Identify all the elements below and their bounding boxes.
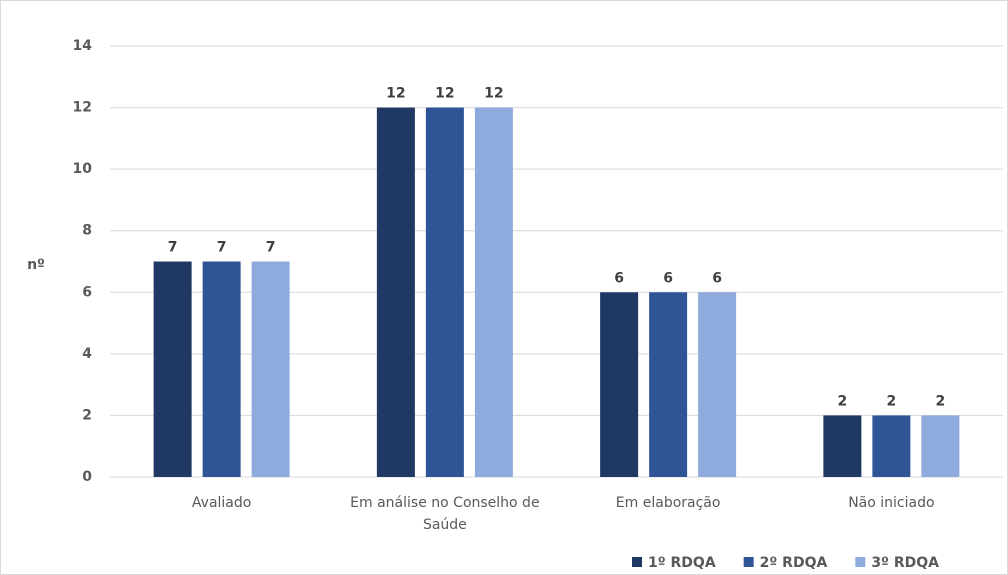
y-tick-label: 2 — [82, 407, 92, 423]
bar — [376, 107, 415, 478]
data-label: 7 — [266, 240, 276, 256]
legend-label: 3º RDQA — [871, 555, 939, 571]
legend-swatch — [743, 557, 754, 567]
x-tick-label: Não iniciado — [848, 495, 935, 511]
bar — [872, 415, 911, 477]
x-tick-label: Avaliado — [191, 495, 252, 511]
y-tick-label: 14 — [73, 38, 93, 54]
data-label: 6 — [614, 270, 624, 286]
data-label: 2 — [838, 393, 848, 409]
data-label: 6 — [712, 270, 722, 286]
bar — [649, 292, 688, 477]
data-label: 12 — [484, 86, 503, 102]
data-label: 6 — [663, 270, 673, 286]
legend-label: 2º RDQA — [760, 555, 828, 571]
bar — [474, 107, 513, 478]
legend-swatch — [855, 557, 866, 567]
y-tick-label: 4 — [82, 346, 92, 362]
y-tick-label: 6 — [82, 284, 92, 300]
x-tick-label: Em análise no Conselho de Saúde — [350, 495, 540, 533]
legend-swatch — [632, 557, 642, 567]
x-tick-label: Em elaboração — [615, 495, 721, 511]
data-label: 2 — [887, 393, 897, 409]
y-tick-label: 8 — [82, 223, 92, 239]
y-tick-label: 0 — [82, 469, 92, 485]
bar — [425, 107, 464, 478]
data-label: 12 — [435, 86, 454, 102]
bar — [921, 415, 960, 477]
data-label: 2 — [936, 393, 946, 409]
data-label: 12 — [386, 86, 405, 102]
data-label: 7 — [168, 240, 178, 256]
y-tick-label: 12 — [73, 100, 92, 116]
bar — [698, 292, 737, 477]
bar — [823, 415, 862, 477]
bar — [251, 261, 290, 477]
bar — [153, 261, 192, 477]
bar — [202, 261, 241, 477]
legend-label: 1º RDQA — [648, 555, 716, 571]
bar — [600, 292, 639, 477]
data-label: 7 — [217, 240, 227, 256]
y-tick-label: 10 — [73, 161, 93, 177]
y-axis-label: nº — [27, 257, 45, 273]
